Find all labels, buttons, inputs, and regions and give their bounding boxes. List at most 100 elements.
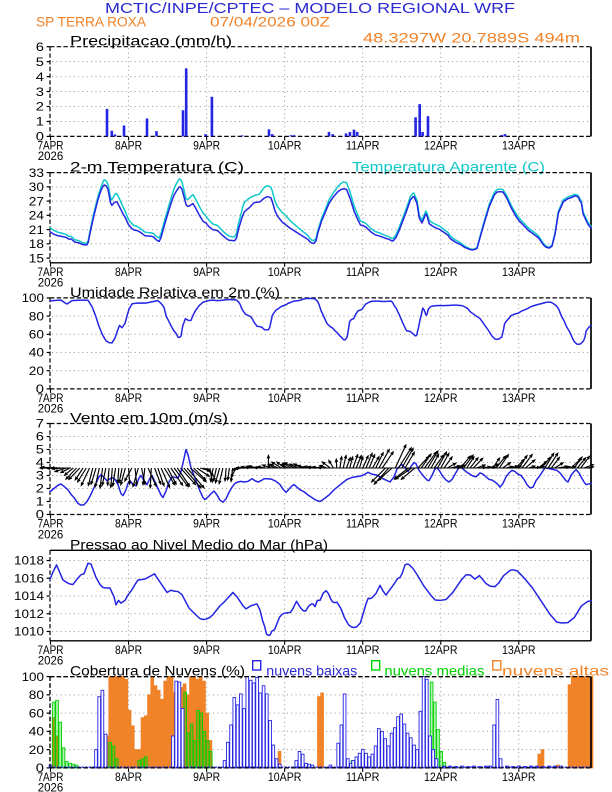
svg-text:Precipitacao (mm/h): Precipitacao (mm/h) — [70, 34, 232, 49]
svg-text:9APR: 9APR — [193, 518, 220, 531]
svg-text:20: 20 — [29, 743, 44, 757]
svg-text:11APR: 11APR — [346, 266, 380, 279]
svg-text:13APR: 13APR — [502, 771, 536, 784]
svg-text:12APR: 12APR — [424, 771, 458, 784]
svg-text:12APR: 12APR — [424, 139, 458, 152]
svg-text:7APR: 7APR — [38, 518, 64, 531]
svg-text:8APR: 8APR — [115, 644, 142, 657]
svg-text:7: 7 — [36, 417, 44, 431]
svg-text:2: 2 — [36, 482, 44, 496]
svg-text:10APR: 10APR — [268, 392, 302, 405]
svg-text:2026: 2026 — [38, 277, 64, 290]
svg-text:11APR: 11APR — [346, 644, 380, 657]
svg-text:60: 60 — [29, 328, 44, 342]
svg-text:1016: 1016 — [14, 571, 44, 585]
svg-text:8APR: 8APR — [115, 392, 142, 405]
svg-text:0: 0 — [36, 382, 44, 396]
svg-text:10APR: 10APR — [268, 771, 302, 784]
svg-text:8APR: 8APR — [115, 771, 142, 784]
svg-text:11APR: 11APR — [346, 518, 380, 531]
svg-text:9APR: 9APR — [193, 771, 220, 784]
svg-text:nuvens medias: nuvens medias — [384, 664, 484, 679]
svg-text:2026: 2026 — [38, 150, 64, 163]
svg-text:2026: 2026 — [38, 655, 64, 668]
svg-text:13APR: 13APR — [502, 518, 536, 531]
svg-text:0: 0 — [36, 130, 44, 144]
svg-text:4: 4 — [36, 70, 44, 84]
svg-text:12APR: 12APR — [424, 392, 458, 405]
svg-text:48.3297W 20.7889S 494m: 48.3297W 20.7889S 494m — [363, 29, 580, 45]
svg-text:21: 21 — [29, 223, 44, 237]
svg-text:12APR: 12APR — [424, 266, 458, 279]
svg-text:11APR: 11APR — [346, 392, 380, 405]
svg-text:nuvens altas: nuvens altas — [502, 664, 609, 679]
svg-text:1010: 1010 — [14, 625, 44, 639]
svg-text:MCTIC/INPE/CPTEC – MODELO REGI: MCTIC/INPE/CPTEC – MODELO REGIONAL WRF — [105, 1, 515, 17]
svg-text:9APR: 9APR — [193, 644, 220, 657]
svg-text:80: 80 — [29, 309, 44, 323]
svg-text:1: 1 — [36, 115, 44, 129]
svg-text:3: 3 — [36, 85, 44, 99]
svg-text:7APR: 7APR — [38, 771, 64, 784]
svg-text:1018: 1018 — [14, 554, 44, 568]
svg-text:13APR: 13APR — [502, 139, 536, 152]
svg-text:6: 6 — [36, 430, 44, 444]
svg-text:13APR: 13APR — [502, 266, 536, 279]
svg-text:9APR: 9APR — [193, 266, 220, 279]
svg-text:8APR: 8APR — [115, 139, 142, 152]
svg-text:10APR: 10APR — [268, 644, 302, 657]
svg-text:80: 80 — [29, 688, 44, 702]
svg-text:7APR: 7APR — [38, 392, 64, 405]
svg-text:07/04/2026 00Z: 07/04/2026 00Z — [210, 15, 330, 30]
svg-text:2: 2 — [36, 100, 44, 114]
svg-text:60: 60 — [29, 706, 44, 720]
svg-text:100: 100 — [22, 291, 45, 305]
svg-text:13APR: 13APR — [502, 644, 536, 657]
svg-text:18: 18 — [29, 237, 44, 251]
svg-text:0: 0 — [36, 761, 44, 775]
svg-text:Temperatura Aparente (C): Temperatura Aparente (C) — [352, 160, 545, 175]
svg-text:1: 1 — [36, 495, 44, 509]
svg-text:10APR: 10APR — [268, 518, 302, 531]
svg-text:0: 0 — [36, 508, 44, 522]
svg-text:SP TERRA ROXA: SP TERRA ROXA — [36, 15, 146, 30]
svg-text:6: 6 — [36, 40, 44, 54]
svg-text:Vento em 10m (m/s): Vento em 10m (m/s) — [70, 411, 228, 426]
svg-text:15: 15 — [29, 251, 44, 265]
svg-text:Cobertura de Nuvens (%): Cobertura de Nuvens (%) — [70, 664, 245, 679]
svg-text:11APR: 11APR — [346, 771, 380, 784]
svg-text:30: 30 — [29, 180, 44, 194]
svg-text:2026: 2026 — [38, 403, 64, 416]
svg-text:12APR: 12APR — [424, 644, 458, 657]
svg-text:40: 40 — [29, 346, 44, 360]
svg-text:8APR: 8APR — [115, 518, 142, 531]
svg-text:33: 33 — [29, 166, 44, 180]
svg-text:7APR: 7APR — [38, 266, 64, 279]
svg-text:9APR: 9APR — [193, 139, 220, 152]
svg-text:2-m Temperatura (C): 2-m Temperatura (C) — [70, 160, 244, 175]
svg-text:7APR: 7APR — [38, 139, 64, 152]
svg-text:4: 4 — [36, 456, 44, 470]
svg-text:40: 40 — [29, 725, 44, 739]
svg-text:13APR: 13APR — [502, 392, 536, 405]
svg-text:27: 27 — [29, 194, 44, 208]
svg-text:nuvens baixas: nuvens baixas — [266, 664, 357, 679]
svg-text:10APR: 10APR — [268, 266, 302, 279]
svg-text:2026: 2026 — [38, 782, 64, 792]
svg-text:Pressao ao Nivel Medio do Mar: Pressao ao Nivel Medio do Mar (hPa) — [70, 537, 328, 552]
svg-text:2026: 2026 — [38, 528, 64, 541]
svg-text:12APR: 12APR — [424, 518, 458, 531]
svg-text:1014: 1014 — [14, 589, 44, 603]
svg-text:1012: 1012 — [14, 607, 44, 621]
svg-text:5: 5 — [36, 443, 44, 457]
svg-text:11APR: 11APR — [346, 139, 380, 152]
svg-text:7APR: 7APR — [38, 644, 64, 657]
svg-text:3: 3 — [36, 469, 44, 483]
svg-text:5: 5 — [36, 55, 44, 69]
svg-text:100: 100 — [22, 670, 45, 684]
svg-text:24: 24 — [29, 209, 44, 223]
svg-text:20: 20 — [29, 364, 44, 378]
svg-text:10APR: 10APR — [268, 139, 302, 152]
svg-text:9APR: 9APR — [193, 392, 220, 405]
svg-text:Umidade Relativa em 2m (%): Umidade Relativa em 2m (%) — [70, 285, 280, 300]
